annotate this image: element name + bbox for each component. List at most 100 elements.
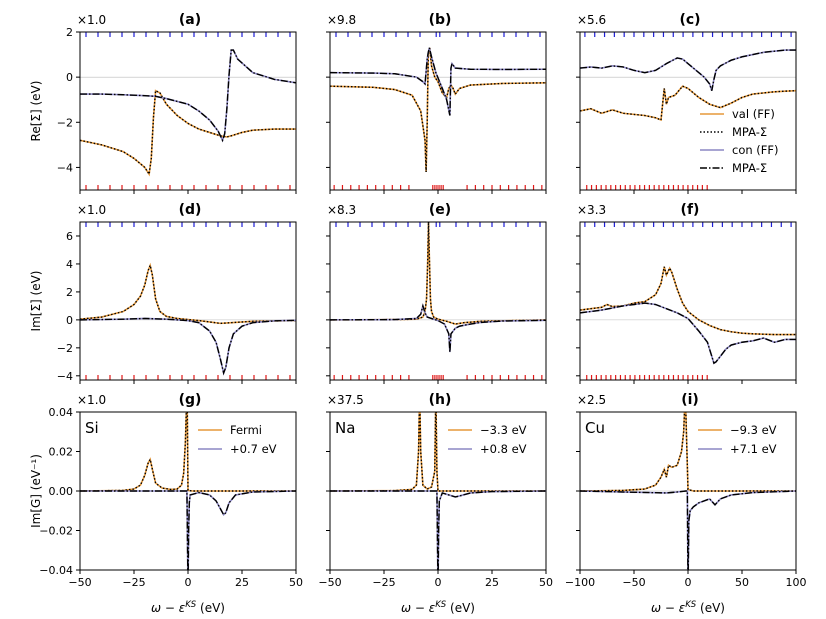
scale-factor: ×2.5: [577, 393, 606, 407]
y-tick-label: 4: [66, 258, 73, 271]
series-con-mpa: [80, 49, 296, 143]
scale-factor: ×1.0: [77, 13, 106, 27]
series-con-mpa: [580, 302, 796, 365]
legend-entry: MPA-Σ: [732, 125, 767, 139]
axes-frame: [79, 31, 297, 191]
panel-label: (c): [679, 12, 700, 28]
y-tick-label: 6: [66, 230, 73, 243]
axes-frame: [329, 31, 547, 191]
y-tick-label: −2: [57, 116, 73, 129]
legend-entry: +0.8 eV: [480, 442, 527, 456]
x-tick-label: 0: [435, 576, 442, 589]
y-tick-label: 0: [66, 71, 73, 84]
x-tick-label: 0: [685, 576, 692, 589]
series-val-mpa: [330, 412, 546, 492]
y-axis-label: Im[Σ] (eV): [29, 271, 43, 332]
scale-factor: ×1.0: [77, 393, 106, 407]
series-con-ff: [80, 49, 296, 143]
x-axis-label: ω − εKS (eV): [151, 600, 225, 615]
series-con-ff: [80, 317, 296, 376]
scale-factor: ×5.6: [577, 13, 606, 27]
series-val-mpa: [80, 89, 296, 177]
x-tick-label: −100: [565, 576, 595, 589]
x-axis-label: ω − εKS (eV): [651, 600, 725, 615]
series-val-mpa: [580, 412, 796, 492]
legend-entry: Fermi: [230, 423, 262, 437]
x-tick-label: −50: [318, 576, 341, 589]
series-con-mpa: [80, 490, 296, 570]
panel-label: (f): [681, 202, 700, 218]
panel-f: (f) ×3.3: [576, 202, 797, 384]
y-tick-label: −4: [57, 370, 73, 383]
x-tick-label: 25: [485, 576, 499, 589]
x-tick-label: 50: [539, 576, 553, 589]
legend-self-energy: val (FF) MPA-Σ con (FF) MPA-Σ: [700, 107, 779, 175]
legend-entry: con (FF): [732, 143, 779, 157]
series-con-mpa: [580, 490, 796, 570]
series-val-ff: [80, 89, 296, 177]
legend-entry: −3.3 eV: [480, 423, 527, 437]
series-con-ff: [330, 302, 546, 353]
y-tick-label: 2: [66, 286, 73, 299]
panel-label: (b): [429, 12, 452, 28]
series-con-mpa: [330, 490, 546, 570]
y-tick-label: 0.00: [49, 485, 74, 498]
panel-label: (e): [429, 202, 451, 218]
panel-label: (i): [681, 392, 699, 408]
x-tick-label: −50: [68, 576, 91, 589]
scale-factor: ×1.0: [77, 203, 106, 217]
y-tick-label: 0.04: [49, 406, 74, 419]
series-val-ff: [580, 85, 796, 122]
panel-h: −50 −25 0 25 50 (h) ×37.5 Na: [318, 392, 553, 589]
series-con-ff: [580, 49, 796, 91]
legend-entry: +7.1 eV: [730, 442, 777, 456]
axes-frame: [79, 221, 297, 381]
panel-b: (b) ×9.8: [326, 12, 547, 194]
series-val-mpa: [330, 47, 546, 172]
panel-a: −4 −2 0 2 (a) ×1.0: [57, 12, 297, 194]
panel-label: (g): [179, 392, 202, 408]
y-tick-label: −0.04: [39, 564, 73, 577]
y-tick-label: −0.02: [39, 525, 73, 538]
panel-g: −50 −25 0 25 50 −0.04 −0.02 0.00 0.02 0.04 (g) ×1.0…: [39, 392, 303, 589]
x-tick-label: 50: [735, 576, 749, 589]
material-label: Si: [85, 419, 99, 437]
series-val-mpa: [580, 266, 796, 336]
x-tick-label: 100: [786, 576, 807, 589]
panel-e: (e) ×8.3: [326, 202, 547, 384]
legend-greens-function: −9.3 eV +7.1 eV: [698, 423, 777, 456]
legend-greens-function: −3.3 eV +0.8 eV: [448, 423, 527, 456]
x-tick-label: 25: [235, 576, 249, 589]
y-tick-label: −2: [57, 342, 73, 355]
series-val-mpa: [80, 412, 296, 492]
series-val-mpa: [330, 222, 546, 325]
material-label: Cu: [585, 419, 605, 437]
y-axis-label: Re[Σ] (eV): [29, 81, 43, 142]
material-label: Na: [335, 419, 355, 437]
legend-entry: MPA-Σ: [732, 161, 767, 175]
x-tick-label: 50: [289, 576, 303, 589]
y-axis-label: Im[G] (eV⁻¹): [29, 454, 43, 528]
x-axis-label: ω − εKS (eV): [401, 600, 475, 615]
panel-i: −100 −50 0 50 100 (i) ×2.5 Cu: [565, 392, 807, 589]
y-tick-label: −4: [57, 161, 73, 174]
y-tick-label: 2: [66, 26, 73, 39]
series-con-mpa: [330, 303, 546, 353]
panel-label: (a): [179, 12, 201, 28]
x-tick-label: 0: [185, 576, 192, 589]
series-val-mpa: [80, 262, 296, 325]
panel-label: (d): [179, 202, 202, 218]
scale-factor: ×9.8: [327, 13, 356, 27]
series-val-ff: [330, 47, 546, 172]
scale-factor: ×3.3: [577, 203, 606, 217]
scale-factor: ×8.3: [327, 203, 356, 217]
scale-factor: ×37.5: [327, 393, 364, 407]
legend-entry: +0.7 eV: [230, 442, 277, 456]
y-tick-label: 0: [66, 314, 73, 327]
series-val-ff: [580, 266, 796, 336]
x-tick-label: −50: [622, 576, 645, 589]
series-con-mpa: [80, 317, 296, 376]
x-tick-label: −25: [372, 576, 395, 589]
axes-frame: [579, 221, 797, 381]
panel-c: (c) ×5.6: [576, 12, 797, 194]
